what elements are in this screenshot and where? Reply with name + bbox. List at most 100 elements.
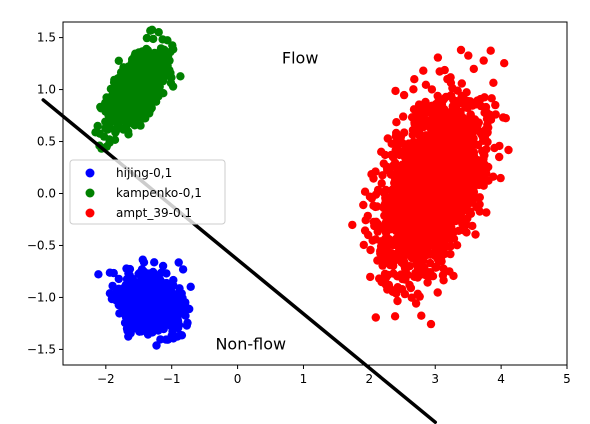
scatter-point xyxy=(419,221,428,230)
scatter-point xyxy=(478,146,487,156)
scatter-point xyxy=(447,91,456,100)
scatter-point xyxy=(406,197,416,206)
scatter-point xyxy=(393,272,402,281)
scatter-point xyxy=(440,184,449,194)
scatter-point xyxy=(371,202,380,212)
scatter-point xyxy=(446,242,455,251)
scatter-point xyxy=(406,177,416,186)
scatter-point xyxy=(391,86,400,96)
scatter-point xyxy=(109,268,118,278)
scatter-point xyxy=(411,204,421,213)
scatter-point xyxy=(448,102,457,111)
scatter-point xyxy=(103,125,112,134)
scatter-point xyxy=(149,34,158,44)
scatter-point xyxy=(496,173,505,183)
scatter-point xyxy=(156,315,165,324)
scatter-point xyxy=(397,164,406,174)
legend-label-hijing: hijing-0,1 xyxy=(116,166,172,180)
scatter-point xyxy=(371,235,380,244)
scatter-point xyxy=(446,73,455,82)
y-tick-label: −1.0 xyxy=(27,290,56,304)
scatter-point xyxy=(383,134,392,143)
scatter-point xyxy=(407,293,416,302)
scatter-point xyxy=(419,186,428,195)
scatter-point xyxy=(163,61,172,71)
x-tick-label: 4 xyxy=(497,372,505,386)
scatter-point xyxy=(140,101,149,110)
scatter-point xyxy=(473,121,482,131)
scatter-point xyxy=(113,123,122,132)
scatter-point xyxy=(390,158,400,167)
scatter-point xyxy=(110,75,119,85)
scatter-point xyxy=(460,159,469,168)
scatter-point xyxy=(393,283,402,292)
scatter-point xyxy=(146,26,155,35)
scatter-point xyxy=(440,249,449,259)
scatter-point xyxy=(436,219,445,228)
scatter-point xyxy=(439,94,449,104)
scatter-point xyxy=(366,245,375,255)
scatter-point xyxy=(401,187,410,196)
scatter-point xyxy=(412,218,422,227)
scatter-point xyxy=(366,272,375,282)
legend-marker-kampenko xyxy=(85,188,95,198)
scatter-point xyxy=(116,87,125,97)
scatter-point xyxy=(454,148,463,157)
scatter-point xyxy=(413,230,422,239)
scatter-point xyxy=(367,194,376,203)
scatter-point xyxy=(475,167,484,176)
scatter-point xyxy=(174,258,183,267)
scatter-point xyxy=(423,135,432,145)
scatter-point xyxy=(138,47,147,56)
scatter-point xyxy=(455,213,465,222)
scatter-point xyxy=(121,93,130,102)
scatter-point xyxy=(460,126,470,136)
scatter-point xyxy=(431,108,440,117)
scatter-point xyxy=(383,241,393,250)
scatter-point xyxy=(435,67,444,76)
scatter-point xyxy=(419,176,429,186)
scatter-point xyxy=(399,112,408,121)
scatter-point xyxy=(137,327,146,336)
x-tick-label: 0 xyxy=(234,372,242,386)
scatter-point xyxy=(458,219,467,229)
scatter-point xyxy=(476,129,486,138)
scatter-point xyxy=(407,150,416,159)
scatter-point xyxy=(428,221,437,230)
scatter-point xyxy=(141,73,150,82)
scatter-point xyxy=(429,228,438,237)
scatter-point xyxy=(393,296,402,306)
scatter-point xyxy=(348,220,357,230)
scatter-point xyxy=(433,208,443,218)
legend-label-kampenko: kampenko-0,1 xyxy=(116,186,202,200)
scatter-point xyxy=(416,270,425,279)
scatter-point xyxy=(109,113,118,122)
scatter-point xyxy=(469,148,479,157)
scatter-point xyxy=(118,71,127,80)
scatter-point xyxy=(495,152,504,162)
scatter-point xyxy=(177,293,186,302)
scatter-point xyxy=(176,72,185,81)
scatter-point xyxy=(474,180,484,190)
scatter-point xyxy=(148,314,157,323)
x-tick-label: −2 xyxy=(97,372,115,386)
scatter-point xyxy=(427,162,436,171)
scatter-point xyxy=(91,128,100,137)
scatter-point xyxy=(463,103,472,113)
scatter-point xyxy=(442,215,451,224)
scatter-point xyxy=(177,331,187,340)
scatter-point xyxy=(114,274,124,284)
scatter-point xyxy=(410,184,419,193)
scatter-point xyxy=(433,53,443,62)
scatter-point xyxy=(367,170,376,179)
separator-line xyxy=(41,98,437,424)
scatter-point xyxy=(445,267,454,276)
scatter-point xyxy=(182,321,191,330)
scatter-point xyxy=(437,102,446,112)
annotation-flow: Flow xyxy=(282,49,319,68)
legend: hijing-0,1 kampenko-0,1 ampt_39-0.1 xyxy=(69,159,226,225)
scatter-point xyxy=(134,80,143,90)
scatter-point xyxy=(392,289,401,298)
scatter-point xyxy=(143,53,152,63)
scatter-point xyxy=(489,78,498,88)
